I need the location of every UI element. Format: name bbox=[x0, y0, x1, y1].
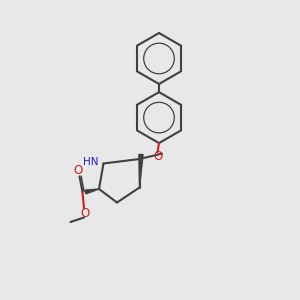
Text: HN: HN bbox=[82, 157, 98, 167]
Text: O: O bbox=[153, 150, 162, 163]
Polygon shape bbox=[139, 154, 143, 188]
Text: O: O bbox=[81, 207, 90, 220]
Polygon shape bbox=[85, 189, 99, 194]
Text: O: O bbox=[74, 164, 82, 177]
